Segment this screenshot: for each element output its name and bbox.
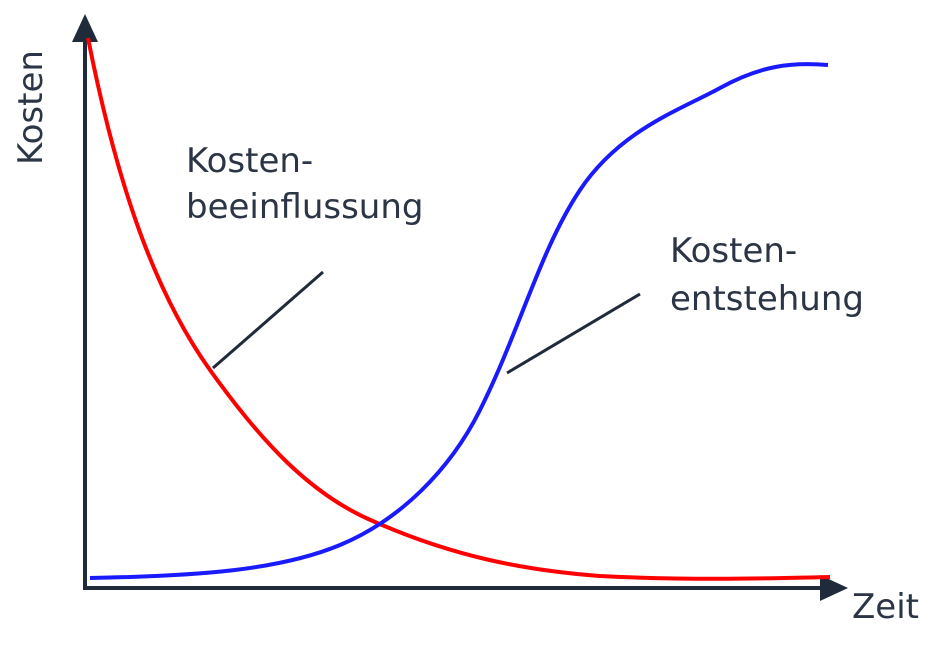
cost-incurrence-label-line1: Kosten- [670,231,797,271]
leader-line-incurrence [506,292,641,375]
x-axis-label: Zeit [852,587,919,627]
y-axis-label: Kosten [11,50,51,165]
cost-incurrence-label-line2: entstehung [670,279,864,319]
cost-influence-curve [86,37,831,581]
cost-influence-label-line1: Kosten- [186,141,313,181]
cost-incurrence-curve [89,62,829,580]
cost-influence-label-line2: beeinflussung [186,187,424,227]
x-axis-arrowhead [820,575,848,601]
leader-line-influence [212,270,324,370]
y-axis-arrowhead [72,14,98,42]
